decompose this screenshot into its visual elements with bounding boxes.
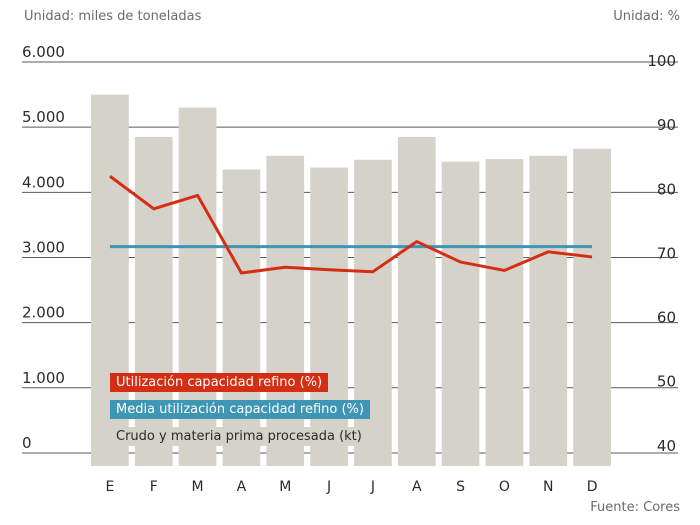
x-tick-label: F [150,479,158,495]
x-tick-label: N [543,479,553,495]
right-tick-label: 50 [657,373,676,391]
x-tick-label: A [412,479,422,495]
x-tick-label: E [105,479,114,495]
bar [222,169,261,467]
bar [310,167,348,467]
x-tick-label: O [499,479,510,495]
left-tick-label: 4.000 [22,173,65,191]
x-tick-label: S [456,479,465,495]
bar [266,155,305,466]
bar [529,155,568,466]
legend-crudo-procesado: Crudo y materia prima procesada (kt) [110,427,368,446]
left-tick-label: 2.000 [22,304,65,322]
bar [354,159,392,466]
x-tick-label: A [237,479,247,495]
left-axis-unit: Unidad: miles de toneladas [24,9,202,24]
right-tick-label: 100 [647,52,676,70]
bar [397,136,436,466]
x-tick-label: M [192,479,204,495]
utilization-line [109,174,593,275]
x-tick-label: D [587,479,598,495]
x-tick-label: M [279,479,291,495]
legend-utilizacion: Utilización capacidad refino (%) [110,373,329,392]
x-tick-label: J [370,479,375,495]
right-tick-label: 70 [657,244,676,262]
bars [91,94,611,467]
source-note: Fuente: Cores [590,500,680,515]
right-axis-unit: Unidad: % [613,9,680,24]
lines [109,174,593,275]
left-tick-label: 1.000 [22,369,65,387]
right-tick-label: 60 [657,309,676,327]
right-tick-label: 80 [657,180,676,198]
left-tick-label: 6.000 [22,43,65,61]
right-tick-label: 40 [657,437,676,455]
bar [485,159,524,466]
left-tick-label: 5.000 [22,108,65,126]
left-tick-label: 0 [22,434,32,452]
legend-media-utilizacion: Media utilización capacidad refino (%) [110,400,370,419]
right-tick-label: 90 [657,116,676,134]
x-tick-label: J [326,479,331,495]
left-tick-label: 3.000 [22,238,65,256]
bar [573,148,611,466]
bar [441,161,480,466]
axis-labels: 0 1.000 2.000 3.000 4.000 5.000 6.000 40 50 60 70 8… [22,43,676,495]
